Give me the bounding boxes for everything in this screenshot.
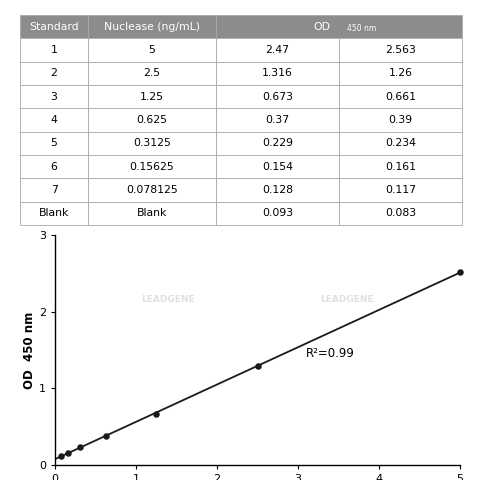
Bar	[216, 132, 339, 155]
Bar	[216, 202, 339, 225]
Bar	[339, 132, 462, 155]
Point	[58, 452, 65, 459]
Text: Standard: Standard	[29, 22, 79, 32]
Bar	[216, 38, 339, 61]
Bar	[216, 179, 339, 202]
Text: 2: 2	[51, 68, 58, 78]
Text: Blank: Blank	[39, 208, 69, 218]
Point	[153, 410, 160, 418]
Point	[253, 362, 261, 370]
Bar	[20, 132, 88, 155]
Point	[456, 268, 464, 276]
Text: 0.3125: 0.3125	[133, 138, 171, 148]
Text: 0.39: 0.39	[388, 115, 413, 125]
Bar	[88, 179, 216, 202]
Bar	[216, 155, 339, 179]
Text: 4: 4	[51, 115, 58, 125]
Text: 0.078125: 0.078125	[126, 185, 178, 195]
Text: 0.625: 0.625	[136, 115, 168, 125]
Bar	[88, 85, 216, 108]
Bar	[339, 61, 462, 85]
Bar	[339, 202, 462, 225]
Text: Nuclease (ng/mL): Nuclease (ng/mL)	[104, 22, 200, 32]
Text: 0.15625: 0.15625	[130, 162, 174, 172]
Text: 450 nm: 450 nm	[347, 24, 376, 33]
Bar	[20, 61, 88, 85]
Text: 0.673: 0.673	[262, 92, 293, 102]
Bar	[339, 179, 462, 202]
Text: 0.37: 0.37	[265, 115, 289, 125]
Text: 0.117: 0.117	[385, 185, 416, 195]
Text: 0.234: 0.234	[385, 138, 416, 148]
Bar	[88, 202, 216, 225]
Bar	[20, 15, 88, 38]
Text: 1.25: 1.25	[140, 92, 164, 102]
Bar	[339, 85, 462, 108]
Text: 2.47: 2.47	[265, 45, 289, 55]
Bar	[216, 61, 339, 85]
Bar	[88, 155, 216, 179]
Text: LEADGENE: LEADGENE	[142, 295, 195, 304]
Bar	[20, 85, 88, 108]
Bar	[339, 155, 462, 179]
Text: 0.661: 0.661	[385, 92, 416, 102]
Bar	[88, 61, 216, 85]
Bar	[20, 38, 88, 61]
Point	[102, 432, 109, 440]
Text: 0.161: 0.161	[385, 162, 416, 172]
Text: 0.229: 0.229	[262, 138, 293, 148]
Bar	[20, 108, 88, 132]
Text: 7: 7	[51, 185, 58, 195]
Bar	[88, 38, 216, 61]
Text: 5: 5	[51, 138, 58, 148]
Text: R²=0.99: R²=0.99	[306, 348, 355, 360]
Point	[64, 449, 72, 457]
Text: 1: 1	[51, 45, 58, 55]
Text: 2.5: 2.5	[144, 68, 161, 78]
Bar	[339, 38, 462, 61]
Text: LEADGENE: LEADGENE	[320, 295, 373, 304]
Bar	[20, 179, 88, 202]
Bar	[339, 108, 462, 132]
Text: 0.154: 0.154	[262, 162, 293, 172]
Bar	[216, 15, 462, 38]
Text: 0.093: 0.093	[262, 208, 293, 218]
Bar	[88, 108, 216, 132]
Bar	[20, 202, 88, 225]
Text: 6: 6	[51, 162, 58, 172]
Text: 2.563: 2.563	[385, 45, 416, 55]
Bar	[216, 85, 339, 108]
Point	[76, 444, 84, 451]
Y-axis label: OD  450 nm: OD 450 nm	[23, 312, 36, 389]
Text: 5: 5	[149, 45, 156, 55]
Bar	[88, 15, 216, 38]
Text: 3: 3	[51, 92, 58, 102]
Bar	[20, 155, 88, 179]
Text: OD: OD	[314, 22, 331, 32]
Text: Blank: Blank	[137, 208, 167, 218]
Text: 1.26: 1.26	[389, 68, 413, 78]
Text: 0.128: 0.128	[262, 185, 293, 195]
Text: 0.083: 0.083	[385, 208, 416, 218]
Bar	[216, 108, 339, 132]
Text: 1.316: 1.316	[262, 68, 293, 78]
Bar	[88, 132, 216, 155]
